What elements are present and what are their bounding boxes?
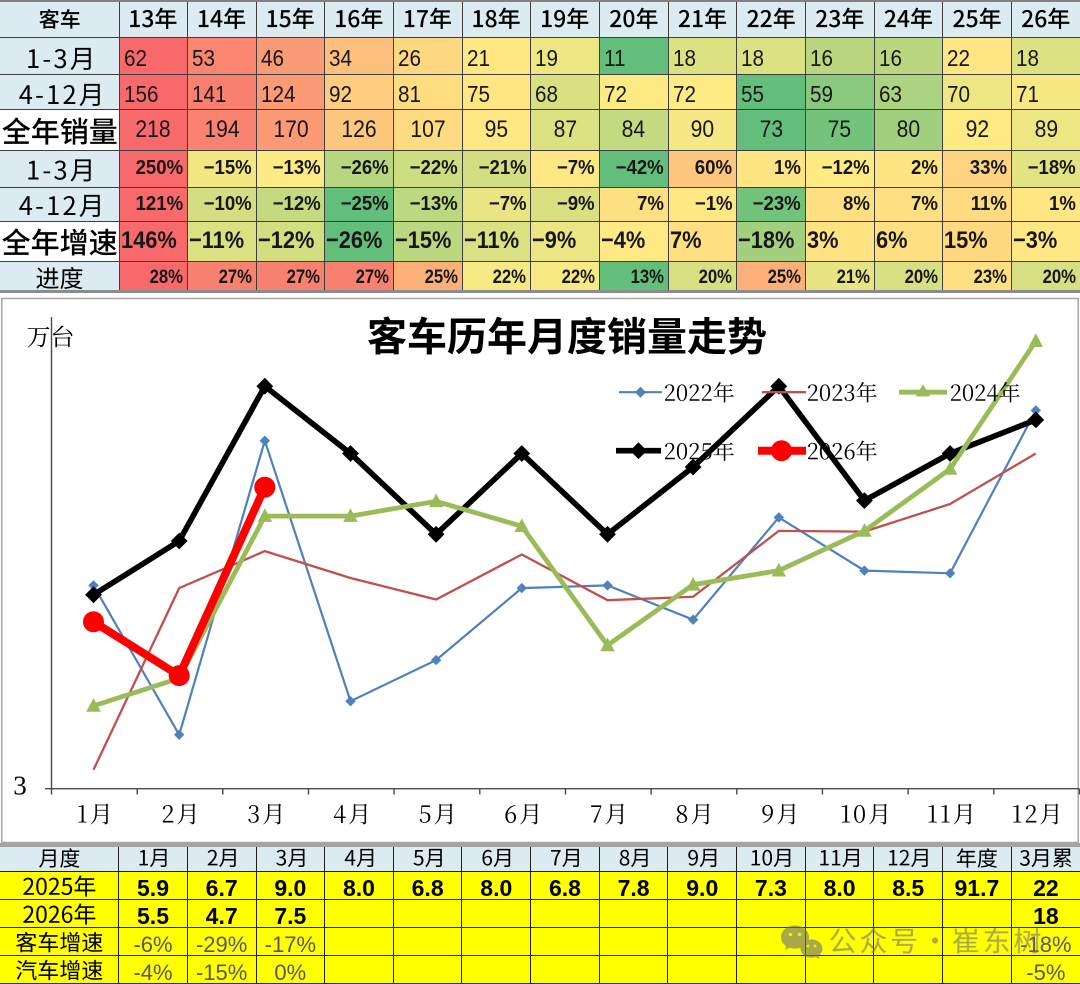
svg-text:3: 3 <box>13 771 27 801</box>
